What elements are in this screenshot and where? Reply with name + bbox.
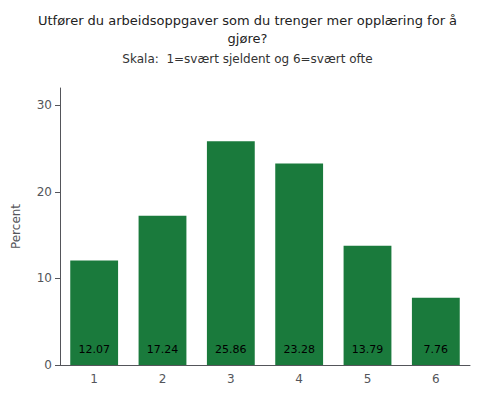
svg-text:12.07: 12.07 — [78, 343, 110, 356]
svg-text:25.86: 25.86 — [215, 343, 247, 356]
svg-text:4: 4 — [295, 372, 303, 386]
svg-text:gjøre?: gjøre? — [228, 31, 268, 46]
svg-text:Percent: Percent — [9, 204, 23, 249]
svg-text:Skala: 1=svært sjeldent og 6=: Skala: 1=svært sjeldent og 6=svært ofte — [122, 52, 372, 66]
svg-text:5: 5 — [364, 372, 372, 386]
svg-text:2: 2 — [159, 372, 167, 386]
svg-text:30: 30 — [37, 98, 52, 112]
svg-text:3: 3 — [227, 372, 235, 386]
svg-text:17.24: 17.24 — [147, 343, 179, 356]
svg-text:13.79: 13.79 — [352, 343, 384, 356]
svg-text:20: 20 — [37, 185, 52, 199]
svg-text:10: 10 — [37, 271, 52, 285]
svg-text:6: 6 — [432, 372, 440, 386]
svg-text:7.76: 7.76 — [424, 343, 449, 356]
svg-text:1: 1 — [90, 372, 98, 386]
svg-text:Utfører du arbeidsoppgaver som: Utfører du arbeidsoppgaver som du trenge… — [38, 13, 457, 28]
svg-text:23.28: 23.28 — [283, 343, 315, 356]
svg-text:0: 0 — [44, 358, 52, 372]
